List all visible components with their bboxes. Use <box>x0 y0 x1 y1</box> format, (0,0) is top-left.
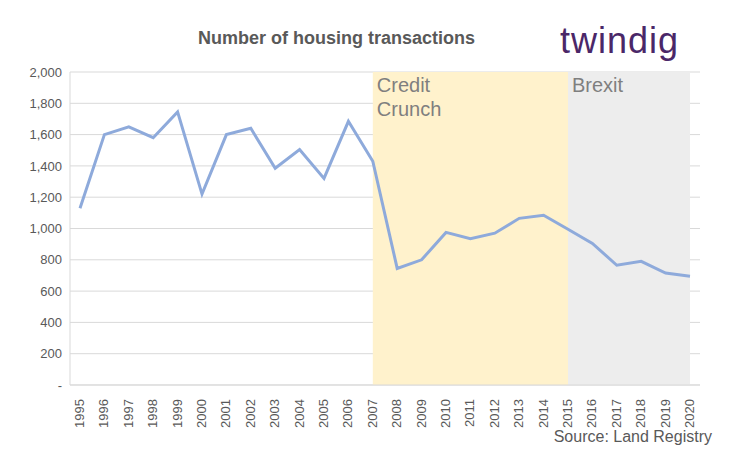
svg-text:2004: 2004 <box>292 399 307 428</box>
svg-text:-: - <box>58 378 62 393</box>
svg-text:2000: 2000 <box>194 399 209 428</box>
svg-text:2003: 2003 <box>267 399 282 428</box>
svg-text:2016: 2016 <box>584 399 599 428</box>
svg-text:Brexit: Brexit <box>572 74 624 96</box>
svg-text:1996: 1996 <box>96 399 111 428</box>
svg-text:1,600: 1,600 <box>29 127 62 142</box>
svg-text:2013: 2013 <box>511 399 526 428</box>
html-text:twindig: twindig <box>560 20 680 61</box>
svg-text:CreditCrunch: CreditCrunch <box>377 74 441 120</box>
svg-text:2006: 2006 <box>340 399 355 428</box>
svg-text:2001: 2001 <box>218 399 233 428</box>
svg-text:2010: 2010 <box>438 399 453 428</box>
svg-text:600: 600 <box>40 284 62 299</box>
svg-text:1,200: 1,200 <box>29 190 62 205</box>
svg-text:1,400: 1,400 <box>29 159 62 174</box>
svg-text:2008: 2008 <box>389 399 404 428</box>
svg-text:1,800: 1,800 <box>29 96 62 111</box>
svg-text:800: 800 <box>40 252 62 267</box>
svg-text:2002: 2002 <box>243 399 258 428</box>
svg-text:1995: 1995 <box>72 399 87 428</box>
svg-text:2009: 2009 <box>414 399 429 428</box>
svg-text:1998: 1998 <box>145 399 160 428</box>
svg-text:2020: 2020 <box>682 399 697 428</box>
svg-text:2014: 2014 <box>536 399 551 428</box>
svg-text:2007: 2007 <box>365 399 380 428</box>
svg-text:2005: 2005 <box>316 399 331 428</box>
svg-text:2012: 2012 <box>487 399 502 428</box>
svg-text:2011: 2011 <box>462 399 477 427</box>
svg-text:1997: 1997 <box>121 399 136 428</box>
svg-text:1,000: 1,000 <box>29 221 62 236</box>
svg-text:2,000: 2,000 <box>29 65 62 80</box>
svg-text:400: 400 <box>40 315 62 330</box>
svg-text:2017: 2017 <box>609 399 624 428</box>
svg-text:2015: 2015 <box>560 399 575 428</box>
html-text:Source: Land Registry: Source: Land Registry <box>553 428 712 445</box>
svg-text:1999: 1999 <box>170 399 185 428</box>
html-text:Number of housing transactions: Number of housing transactions <box>198 28 475 48</box>
svg-text:200: 200 <box>40 346 62 361</box>
svg-text:2019: 2019 <box>658 399 673 428</box>
svg-text:2018: 2018 <box>633 399 648 428</box>
